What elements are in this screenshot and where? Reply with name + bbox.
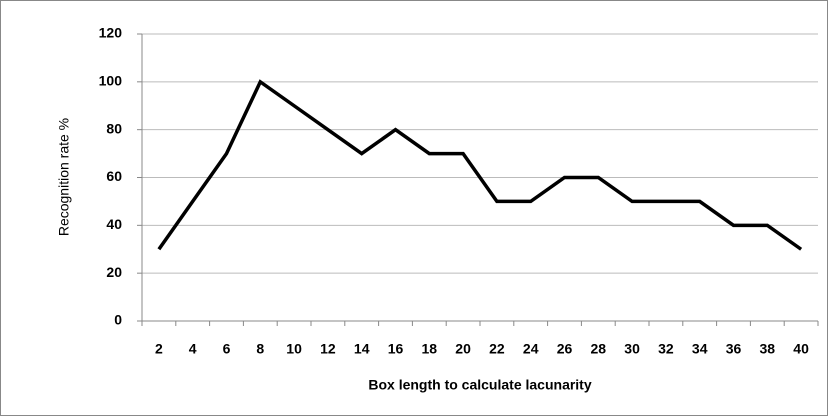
y-tick-label: 120 [99,25,123,41]
data-line [157,79,803,251]
x-tick-label: 32 [658,341,674,357]
y-tick-label: 60 [106,168,122,184]
y-axis-title: Recognition rate % [56,118,72,236]
x-tick-label: 2 [155,341,163,357]
x-axis-title: Box length to calculate lacunarity [368,377,591,393]
x-tick-label: 6 [223,341,231,357]
x-tick-label: 28 [591,341,607,357]
x-tick-label: 34 [692,341,708,357]
x-tick-label: 12 [320,341,336,357]
x-tick-label: 26 [557,341,573,357]
x-tick-label: 36 [726,341,742,357]
x-tick-label: 16 [388,341,404,357]
x-tick-label: 8 [256,341,264,357]
x-tick-label: 18 [422,341,438,357]
x-tick-label: 22 [489,341,505,357]
x-tick-label: 24 [523,341,539,357]
y-tick-label: 0 [114,312,122,328]
x-tick-label: 40 [793,341,809,357]
x-tick-label: 30 [624,341,640,357]
x-tick-label: 20 [455,341,471,357]
y-tick-label: 20 [106,264,122,280]
x-tick-label: 10 [286,341,302,357]
x-tick-label: 14 [354,341,370,357]
y-tick-label: 40 [106,216,122,232]
x-tick-label: 4 [189,341,197,357]
x-tick-label: 38 [760,341,776,357]
y-tick-label: 100 [99,73,123,89]
y-tick-label: 80 [106,120,122,136]
